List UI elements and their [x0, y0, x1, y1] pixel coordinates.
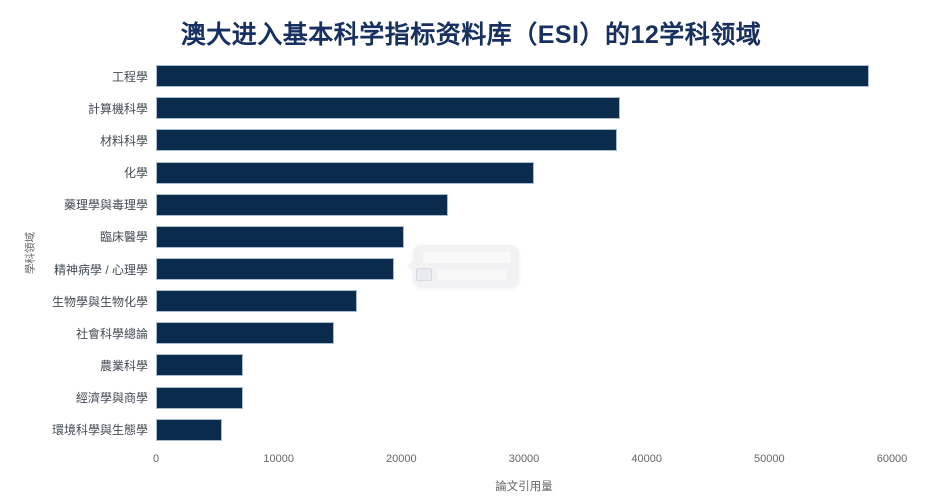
bar-track: [156, 418, 892, 441]
bar-track: [156, 193, 892, 216]
x-axis-title: 論文引用量: [495, 481, 553, 493]
bar-track: [156, 322, 892, 345]
x-tick-label: 40000: [631, 453, 662, 465]
chart-title: 澳大进入基本科学指标资料库（ESI）的12学科领域: [180, 21, 762, 49]
category-label: 農業科學: [99, 358, 148, 373]
category-label: 生物學與生物化學: [51, 294, 148, 309]
plot-area: 工程學計算機科學材料科學化學藥理學與毒理學臨床醫學精神病學 / 心理學 生物學與生…: [0, 60, 892, 446]
x-tick-label: 20000: [386, 453, 417, 465]
bar[interactable]: [156, 193, 448, 216]
x-axis-ticks: 0 10000 20000 30000 40000 50000 60000: [152, 453, 907, 467]
bar-track: [156, 65, 892, 88]
bar[interactable]: [156, 322, 334, 345]
chart-row: 生物學與生物化學: [0, 285, 892, 317]
bar-track: [156, 386, 892, 409]
chart-row: 化學: [0, 156, 892, 188]
category-label: 社會科學總論: [75, 326, 148, 341]
chart-row: 藥理學與毒理學: [0, 189, 892, 221]
category-label: 精神病學 / 心理學: [53, 262, 148, 277]
bar[interactable]: [156, 161, 534, 184]
bar[interactable]: [156, 258, 394, 281]
x-tick-label: 30000: [508, 453, 540, 465]
bar[interactable]: [156, 65, 869, 88]
chart-row: 環境科學與生態學: [0, 414, 892, 446]
bar[interactable]: [156, 354, 244, 377]
bar-track: [156, 258, 892, 281]
category-label: 經濟學與商學: [75, 391, 148, 406]
category-label: 化學: [123, 166, 148, 181]
category-label: 工程學: [111, 69, 148, 84]
bar[interactable]: [156, 290, 358, 313]
chart-row: 計算機科學: [0, 92, 892, 124]
tooltip-series-swatch-icon: [416, 268, 432, 281]
bar[interactable]: [156, 129, 618, 152]
x-tick-label: 50000: [754, 453, 785, 465]
category-label: 藥理學與毒理學: [63, 198, 148, 213]
chart-row: 農業科學: [0, 349, 892, 381]
category-label: 臨床醫學: [99, 230, 148, 245]
tooltip-faded-text: [423, 252, 511, 263]
chart-row: 精神病學 / 心理學: [0, 253, 892, 285]
category-label: 計算機科學: [87, 101, 148, 116]
chart-row: 臨床醫學: [0, 221, 892, 253]
tooltip: [406, 245, 519, 288]
chart-row: 經濟學與商學: [0, 382, 892, 414]
bar-track: [156, 161, 892, 184]
tooltip-faded-text: [437, 270, 507, 280]
category-label: 環境科學與生態學: [51, 423, 148, 438]
x-tick-label: 60000: [876, 453, 908, 465]
bar[interactable]: [156, 97, 620, 120]
bar-track: [156, 97, 892, 120]
bar-track: [156, 225, 892, 248]
chart-row: 材料科學: [0, 124, 892, 156]
bar-track: [156, 354, 892, 377]
chart-row: 社會科學總論: [0, 317, 892, 349]
x-tick-label: 10000: [263, 453, 294, 465]
chart-row: 工程學: [0, 60, 892, 92]
bar[interactable]: [156, 225, 404, 248]
category-label: 材料科學: [99, 133, 148, 148]
bar-track: [156, 290, 892, 313]
x-tick-label: 0: [152, 453, 160, 465]
bar-track: [156, 129, 892, 152]
bar[interactable]: [156, 386, 244, 409]
bar[interactable]: [156, 418, 223, 441]
